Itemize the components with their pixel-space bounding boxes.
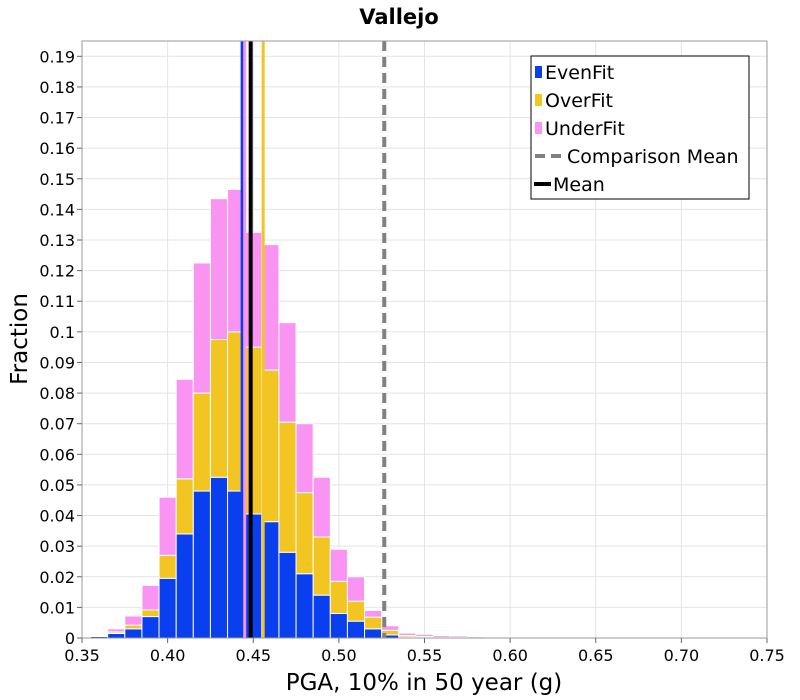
bar-evenfit-12	[295, 573, 314, 639]
x-axis-ticks: 0.35 0.40 0.45 0.50 0.55 0.60 0.65 0.70 0.75	[64, 638, 785, 665]
x-tick-label-4: 0.55	[407, 646, 443, 665]
bar-overfit-12	[295, 492, 314, 575]
legend-swatch-evenfit	[535, 66, 542, 78]
bar-underfit-4	[158, 496, 177, 556]
y-tick-label-2: 0.02	[39, 568, 75, 587]
bar-underfit-13	[312, 476, 331, 538]
y-tick-label-18: 0.18	[39, 78, 75, 97]
legend-label-evenfit: EvenFit	[545, 62, 614, 84]
bar-underfit-7	[209, 198, 229, 340]
legend-label-mean: Mean	[553, 174, 605, 196]
bar-overfit-13	[312, 536, 331, 596]
legend-box	[530, 55, 750, 200]
bar-overfit-5	[175, 478, 194, 535]
bar-evenfit-5	[175, 533, 194, 639]
y-tick-label-4: 0.04	[39, 507, 75, 526]
bar-evenfit-9	[244, 513, 263, 639]
bar-underfit-17	[381, 625, 400, 631]
bar-overfit-2	[124, 624, 143, 630]
bar-overfit-4	[158, 554, 177, 579]
bar-overfit-14	[329, 580, 348, 615]
bar-evenfit-15	[346, 620, 366, 639]
y-tick-label-15: 0.15	[39, 170, 75, 189]
bar-underfit-11	[278, 322, 297, 423]
y-tick-label-17: 0.17	[39, 109, 75, 128]
bar-overfit-3	[141, 609, 160, 618]
y-axis-label: Fraction	[7, 293, 33, 385]
x-tick-label-5: 0.60	[492, 646, 528, 665]
y-tick-label-7: 0.07	[39, 415, 75, 434]
x-tick-label-0: 0.35	[64, 646, 100, 665]
bar-underfit-2	[124, 615, 143, 626]
x-tick-label-3: 0.50	[321, 646, 357, 665]
bar-overfit-6	[192, 392, 211, 492]
x-axis-label: PGA, 10% in 50 year (g)	[286, 670, 563, 696]
y-tick-label-5: 0.05	[39, 476, 75, 495]
legend-swatch-overfit	[535, 94, 542, 106]
bar-overfit-16	[364, 616, 383, 630]
x-tick-label-2: 0.45	[235, 646, 271, 665]
bar-underfit-16	[364, 609, 383, 618]
bar-overfit-11	[278, 421, 297, 553]
y-tick-label-12: 0.12	[39, 262, 75, 281]
bar-evenfit-1	[107, 632, 126, 639]
bar-evenfit-11	[278, 551, 297, 639]
bar-evenfit-16	[364, 628, 383, 639]
bar-underfit-3	[141, 584, 160, 611]
legend-label-underfit: UnderFit	[545, 118, 625, 140]
bar-overfit-7	[209, 339, 229, 478]
bar-underfit-1	[107, 628, 126, 633]
y-tick-label-11: 0.11	[39, 292, 75, 311]
legend-label-comparison-mean: Comparison Mean	[567, 146, 739, 168]
bar-underfit-20	[432, 635, 451, 638]
bar-evenfit-4	[158, 577, 177, 639]
bar-overfit-15	[346, 600, 366, 622]
y-tick-label-8: 0.08	[39, 384, 75, 403]
y-tick-label-6: 0.06	[39, 445, 75, 464]
y-axis-ticks: 0 0.01 0.02 0.03 0.04 0.05 0.06 0.07 0.08 0.09 0.1…	[39, 47, 82, 648]
bar-evenfit-2	[124, 628, 143, 639]
legend-swatch-underfit	[535, 122, 542, 134]
bar-underfit-5	[175, 378, 194, 480]
bar-overfit-9	[244, 346, 263, 515]
bar-underfit-0	[90, 634, 109, 637]
y-tick-label-0: 0	[65, 629, 75, 648]
bar-underfit-6	[192, 262, 211, 394]
y-tick-label-10: 0.1	[50, 323, 75, 342]
vertical-lines	[240, 41, 387, 638]
bar-underfit-21	[449, 635, 468, 638]
bar-underfit-18	[398, 632, 417, 637]
y-tick-label-13: 0.13	[39, 231, 75, 250]
x-tick-label-8: 0.75	[749, 646, 785, 665]
x-tick-label-1: 0.40	[150, 646, 186, 665]
bar-evenfit-7	[209, 476, 229, 639]
bar-underfit-14	[329, 548, 348, 582]
y-tick-label-9: 0.09	[39, 353, 75, 372]
y-tick-label-14: 0.14	[39, 200, 75, 219]
bar-evenfit-14	[329, 613, 348, 639]
x-tick-label-6: 0.65	[578, 646, 614, 665]
bar-underfit-19	[415, 633, 434, 637]
chart-title: Vallejo	[359, 5, 439, 29]
bar-evenfit-13	[312, 594, 331, 639]
bar-underfit-9	[244, 231, 263, 348]
y-tick-label-3: 0.03	[39, 537, 75, 556]
y-tick-label-19: 0.19	[39, 47, 75, 66]
bar-evenfit-3	[141, 616, 160, 639]
y-tick-label-1: 0.01	[39, 598, 75, 617]
x-tick-label-7: 0.70	[664, 646, 700, 665]
bar-underfit-12	[295, 423, 314, 494]
legend-label-overfit: OverFit	[545, 90, 613, 112]
bar-underfit-15	[346, 576, 366, 602]
legend: EvenFit OverFit UnderFit Comparison Mean Mea…	[530, 55, 750, 200]
bar-evenfit-6	[192, 490, 211, 639]
y-tick-label-16: 0.16	[39, 139, 75, 158]
